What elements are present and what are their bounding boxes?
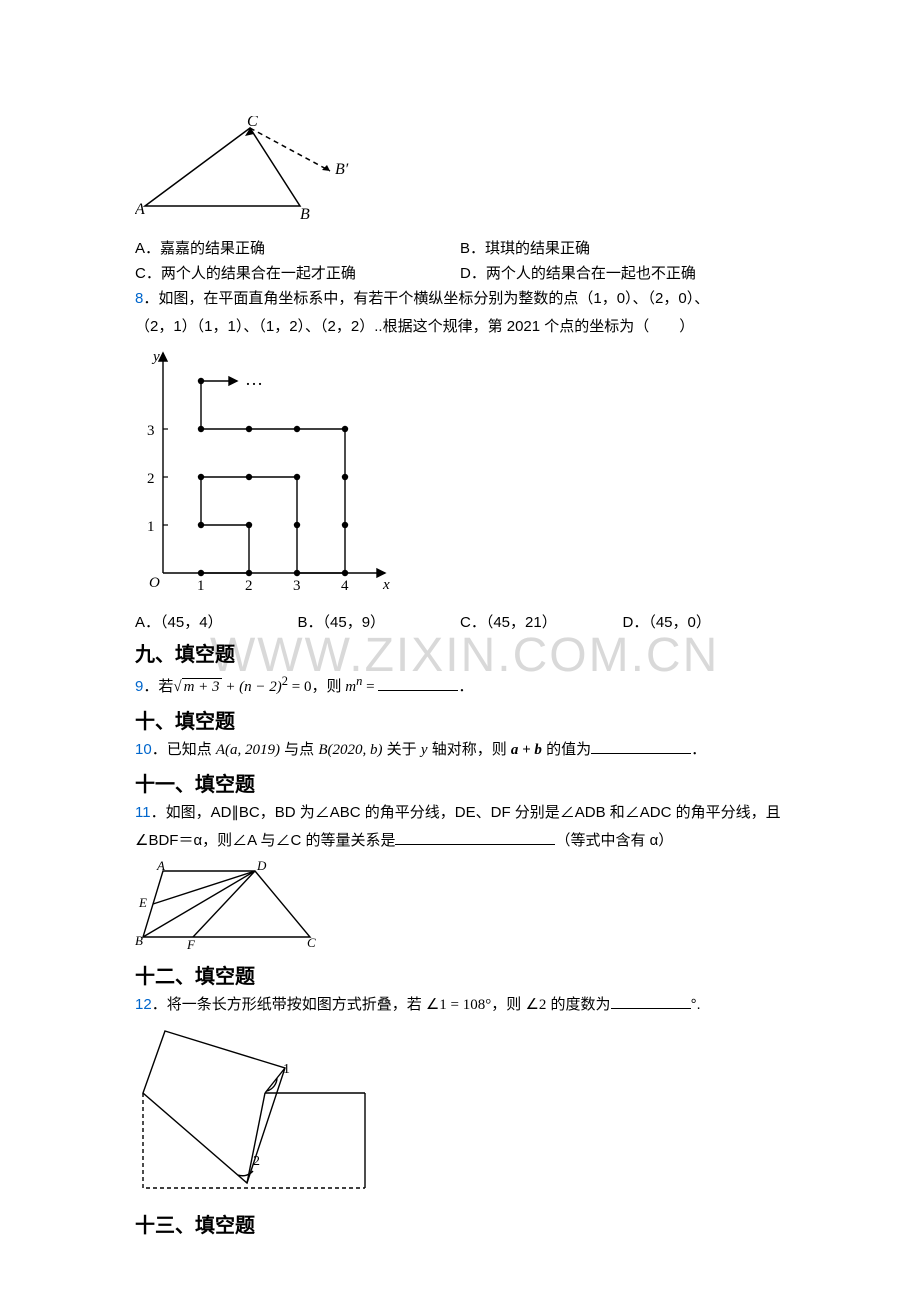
q11-line2: ∠BDF＝α，则∠A 与∠C 的等量关系是（等式中含有 α） [135,829,785,853]
q11-line1: 11．如图，AD∥BC，BD 为∠ABC 的角平分线，DE、DF 分别是∠ADB… [135,801,785,825]
q11-blank [395,829,555,845]
q12-num: 12 [135,996,152,1013]
q7-opt-c: C．两个人的结果合在一起才正确 [135,262,460,283]
svg-text:2: 2 [147,471,155,487]
svg-text:4: 4 [341,578,349,594]
svg-text:x: x [382,577,390,593]
q8-opt-d: D．（45，0） [623,611,786,632]
svg-text:y: y [151,349,160,365]
q7-opt-a: A．嘉嘉的结果正确 [135,237,460,258]
q11-num: 11 [135,804,151,821]
svg-text:O: O [149,575,160,591]
section-10-title: 十、填空题 [135,705,785,734]
q8-line2: （2，1）（1，1）、（1，2）、（2，2）..根据这个规律，第 2021 个点… [135,315,785,339]
q7-opt-d: D．两个人的结果合在一起也不正确 [460,262,785,283]
svg-text:A: A [156,859,165,873]
figure-coordinate-spiral: O 1 2 3 4 1 2 3 x y … [135,345,785,605]
q8-opt-c: C．（45，21） [460,611,623,632]
triangle-label-b: B [300,206,310,223]
triangle-label-a: A [135,201,145,218]
svg-text:F: F [186,937,196,949]
q10-num: 10 [135,741,152,758]
q8-opt-b: B．（45，9） [298,611,461,632]
svg-text:D: D [256,859,267,873]
figure-triangle: C A B B′ [135,116,785,231]
svg-text:…: … [245,369,263,389]
triangle-label-bp: B′ [335,161,349,178]
svg-text:2: 2 [245,578,253,594]
svg-text:1: 1 [283,1062,290,1077]
triangle-label-c: C [247,116,258,130]
q8-opt-a: A．（45，4） [135,611,298,632]
q8-line1: 8．如图，在平面直角坐标系中，有若干个横纵坐标分别为整数的点（1，0）、（2，0… [135,287,785,311]
section-9-title: 九、填空题 [135,638,785,667]
q10-line: 10．已知点 A(a, 2019) 与点 B(2020, b) 关于 y 轴对称… [135,738,785,762]
q9-blank [378,675,458,691]
svg-text:1: 1 [147,519,155,535]
q7-opt-b: B．琪琪的结果正确 [460,237,785,258]
section-13-title: 十三、填空题 [135,1209,785,1238]
section-12-title: 十二、填空题 [135,960,785,989]
figure-trapezoid: A D B C E F [135,859,785,954]
svg-text:2: 2 [253,1154,260,1169]
svg-text:3: 3 [147,423,155,439]
svg-text:1: 1 [197,578,205,594]
svg-text:E: E [138,895,147,910]
q10-blank [591,738,691,754]
q9-line: 9．若√m + 3 + (n − 2)2 = 0，则 mn = ． [135,671,785,699]
svg-text:C: C [307,935,316,949]
q12-blank [611,993,691,1009]
figure-fold: 1 2 [135,1023,785,1203]
svg-text:3: 3 [293,578,301,594]
q12-line: 12．将一条长方形纸带按如图方式折叠，若 ∠1 = 108°，则 ∠2 的度数为… [135,993,785,1017]
svg-text:B: B [135,933,143,948]
section-11-title: 十一、填空题 [135,768,785,797]
